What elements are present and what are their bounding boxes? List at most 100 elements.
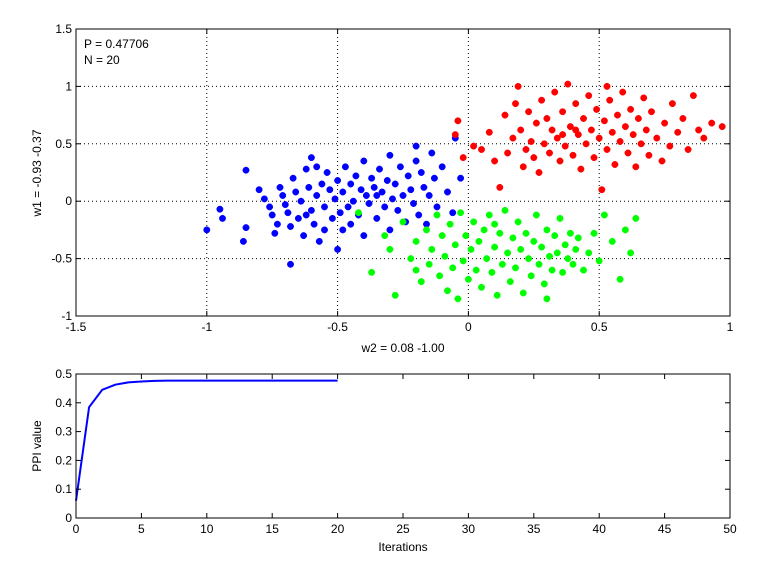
scatter-point — [679, 115, 687, 122]
scatter-series-0 — [203, 134, 465, 268]
scatter-point — [603, 82, 611, 90]
scatter-point — [349, 197, 357, 205]
scatter-point — [313, 192, 321, 199]
scatter-point — [444, 188, 451, 196]
scatter-point — [438, 232, 446, 240]
scatter-point — [454, 117, 462, 125]
scatter-point — [580, 266, 587, 274]
scatter-point — [459, 154, 467, 162]
scatter-point — [294, 214, 302, 222]
scatter-x-tick-label: 0.5 — [591, 320, 608, 334]
scatter-point — [689, 92, 697, 100]
ppi-x-tick-label: 40 — [593, 522, 607, 536]
scatter-point — [535, 169, 543, 176]
scatter-point — [538, 96, 546, 104]
ppi-y-tick-label: 0.1 — [55, 482, 72, 496]
scatter-series-1 — [451, 80, 726, 194]
scatter-y-tick-label: -0.5 — [51, 252, 72, 266]
scatter-point — [619, 88, 627, 96]
scatter-point — [517, 245, 525, 253]
scatter-point — [498, 260, 506, 268]
scatter-point — [556, 214, 564, 222]
ppi-x-tick-label: 5 — [138, 522, 145, 536]
scatter-point — [271, 229, 279, 237]
scatter-point — [417, 169, 425, 176]
scatter-point — [284, 209, 292, 217]
scatter-point — [532, 119, 540, 127]
scatter-x-tick-label: -0.5 — [327, 320, 348, 334]
scatter-point — [383, 177, 391, 184]
scatter-point — [326, 186, 334, 194]
scatter-y-tick-label: 0.5 — [55, 137, 72, 151]
ppi-x-axis-label: Iterations — [378, 540, 427, 554]
scatter-point — [355, 209, 362, 217]
scatter-point — [260, 195, 268, 203]
scatter-point — [553, 249, 561, 257]
scatter-point — [546, 252, 553, 260]
scatter-point — [535, 260, 543, 268]
scatter-point — [389, 195, 396, 203]
scatter-x-tick-label: 1 — [727, 320, 734, 334]
scatter-point — [700, 134, 708, 142]
scatter-point — [449, 209, 457, 217]
ppi-x-tick-label: 15 — [266, 522, 280, 536]
scatter-point — [352, 172, 360, 180]
scatter-point — [522, 229, 530, 237]
scatter-point — [506, 278, 514, 286]
scatter-y-tick-label: -1 — [61, 309, 72, 323]
scatter-point — [376, 165, 383, 173]
scatter-point — [658, 157, 666, 165]
scatter-point — [572, 100, 580, 108]
scatter-point — [587, 126, 595, 134]
scatter-point — [467, 245, 475, 253]
scatter-point — [695, 126, 703, 134]
ppi-plot-area — [76, 374, 730, 518]
scatter-y-axis-label: w1 = -0.93 -0.37 — [30, 129, 44, 217]
scatter-point — [365, 200, 373, 207]
annotation-n-value: N = 20 — [84, 53, 120, 67]
scatter-point — [396, 163, 404, 171]
scatter-series-2 — [355, 206, 640, 303]
scatter-point — [336, 209, 344, 217]
scatter-point — [530, 154, 538, 162]
scatter-point — [328, 214, 336, 222]
scatter-point — [595, 134, 603, 142]
scatter-point — [444, 287, 451, 295]
scatter-point — [373, 192, 381, 199]
scatter-point — [517, 126, 525, 134]
scatter-point — [543, 295, 551, 303]
scatter-point — [310, 220, 318, 228]
scatter-point — [608, 237, 616, 245]
scatter-point — [381, 232, 389, 240]
scatter-point — [532, 211, 540, 219]
scatter-point — [708, 119, 716, 127]
scatter-point — [640, 94, 648, 102]
scatter-point — [412, 157, 420, 165]
scatter-point — [621, 226, 629, 234]
scatter-point — [491, 243, 499, 251]
scatter-points — [203, 80, 726, 303]
ppi-y-tick-label: 0.3 — [55, 425, 72, 439]
scatter-point — [519, 289, 527, 297]
scatter-point — [593, 105, 601, 113]
scatter-point — [559, 131, 567, 139]
scatter-point — [546, 149, 553, 157]
scatter-point — [632, 163, 640, 171]
scatter-point — [378, 188, 386, 196]
scatter-point — [391, 180, 399, 188]
scatter-point — [493, 291, 501, 299]
scatter-point — [407, 255, 415, 263]
scatter-point — [412, 142, 420, 150]
scatter-point — [543, 226, 551, 234]
scatter-point — [307, 154, 315, 162]
scatter-point — [425, 192, 433, 199]
scatter-point — [321, 203, 328, 211]
scatter-point — [470, 142, 478, 150]
scatter-point — [412, 266, 420, 274]
scatter-point — [470, 218, 478, 226]
scatter-point — [553, 134, 561, 142]
scatter-point — [632, 214, 640, 222]
scatter-point — [572, 126, 580, 134]
scatter-point — [603, 146, 611, 153]
